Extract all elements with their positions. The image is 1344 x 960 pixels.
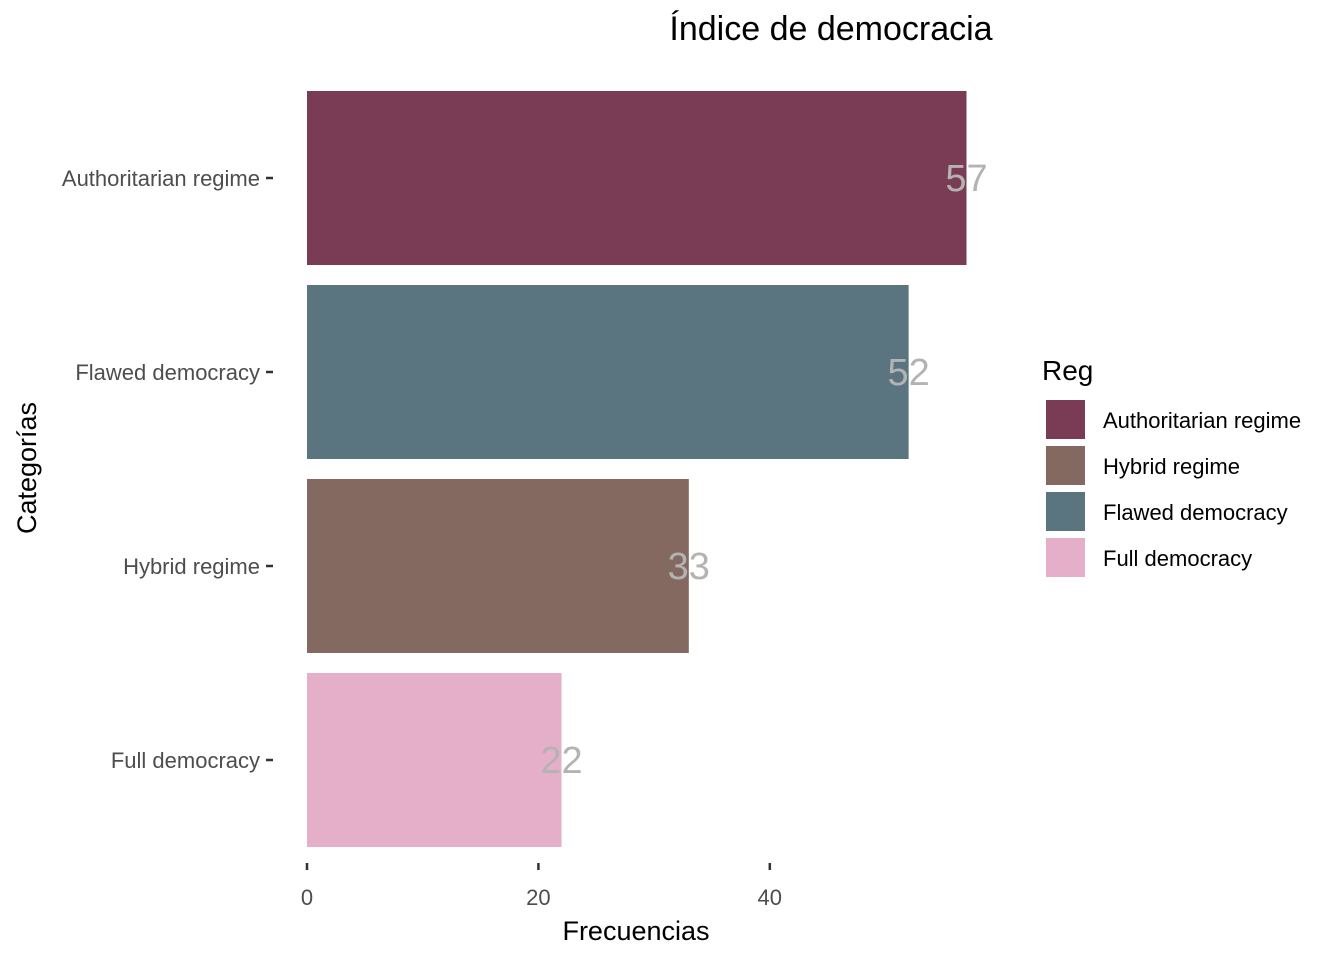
- legend-swatch: [1044, 536, 1087, 579]
- y-tick-label: Full democracy: [111, 748, 260, 773]
- x-axis: 0 20 40: [301, 863, 782, 910]
- x-tick-label: 40: [758, 885, 782, 910]
- chart-title: Índice de democracia: [669, 10, 992, 48]
- legend-label: Flawed democracy: [1103, 500, 1288, 525]
- y-axis-title: Categorías: [12, 402, 42, 534]
- bars-group: 57 52 33 22: [307, 91, 988, 847]
- y-tick-label: Authoritarian regime: [62, 166, 260, 191]
- y-axis: Authoritarian regime Flawed democracy Hybr…: [62, 166, 273, 773]
- bar-3: [307, 479, 689, 653]
- y-tick-label: Flawed democracy: [75, 360, 260, 385]
- bar-value-label: 52: [887, 352, 929, 394]
- legend-label: Authoritarian regime: [1103, 408, 1301, 433]
- bar-value-label: 57: [945, 158, 987, 200]
- legend-swatch: [1044, 444, 1087, 487]
- legend: Reg Authoritarian regime Hybrid regime Fla…: [1042, 355, 1301, 579]
- legend-label: Full democracy: [1103, 546, 1252, 571]
- x-tick-label: 20: [526, 885, 550, 910]
- x-axis-title: Frecuencias: [562, 916, 709, 946]
- bar-value-label: 33: [668, 546, 710, 588]
- bar-1: [307, 91, 967, 265]
- bar-value-label: 22: [540, 740, 582, 782]
- legend-swatch: [1044, 490, 1087, 533]
- x-tick-label: 0: [301, 885, 313, 910]
- bar-2: [307, 285, 909, 459]
- bar-4: [307, 673, 562, 847]
- legend-swatch: [1044, 398, 1087, 441]
- legend-label: Hybrid regime: [1103, 454, 1240, 479]
- y-tick-label: Hybrid regime: [123, 554, 260, 579]
- legend-title: Reg: [1042, 355, 1093, 386]
